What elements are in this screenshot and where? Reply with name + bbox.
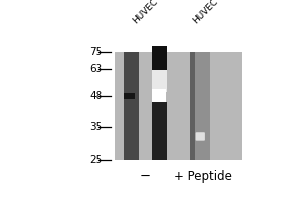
Bar	[152, 102, 167, 160]
Text: 25: 25	[89, 155, 103, 165]
Bar	[124, 93, 135, 99]
Bar	[116, 52, 242, 160]
FancyBboxPatch shape	[196, 132, 205, 141]
Bar	[190, 52, 195, 160]
Bar	[152, 70, 167, 92]
Bar	[152, 46, 167, 70]
Bar	[124, 52, 139, 160]
Text: HUVEC: HUVEC	[131, 0, 160, 26]
Text: + Peptide: + Peptide	[174, 170, 232, 183]
Text: 48: 48	[89, 91, 103, 101]
Text: 35: 35	[89, 122, 103, 132]
Text: 75: 75	[89, 47, 103, 57]
Bar	[152, 89, 166, 102]
Text: 63: 63	[89, 64, 103, 74]
Bar	[190, 52, 210, 160]
Text: HUVEC: HUVEC	[192, 0, 220, 26]
Text: −: −	[140, 170, 151, 183]
